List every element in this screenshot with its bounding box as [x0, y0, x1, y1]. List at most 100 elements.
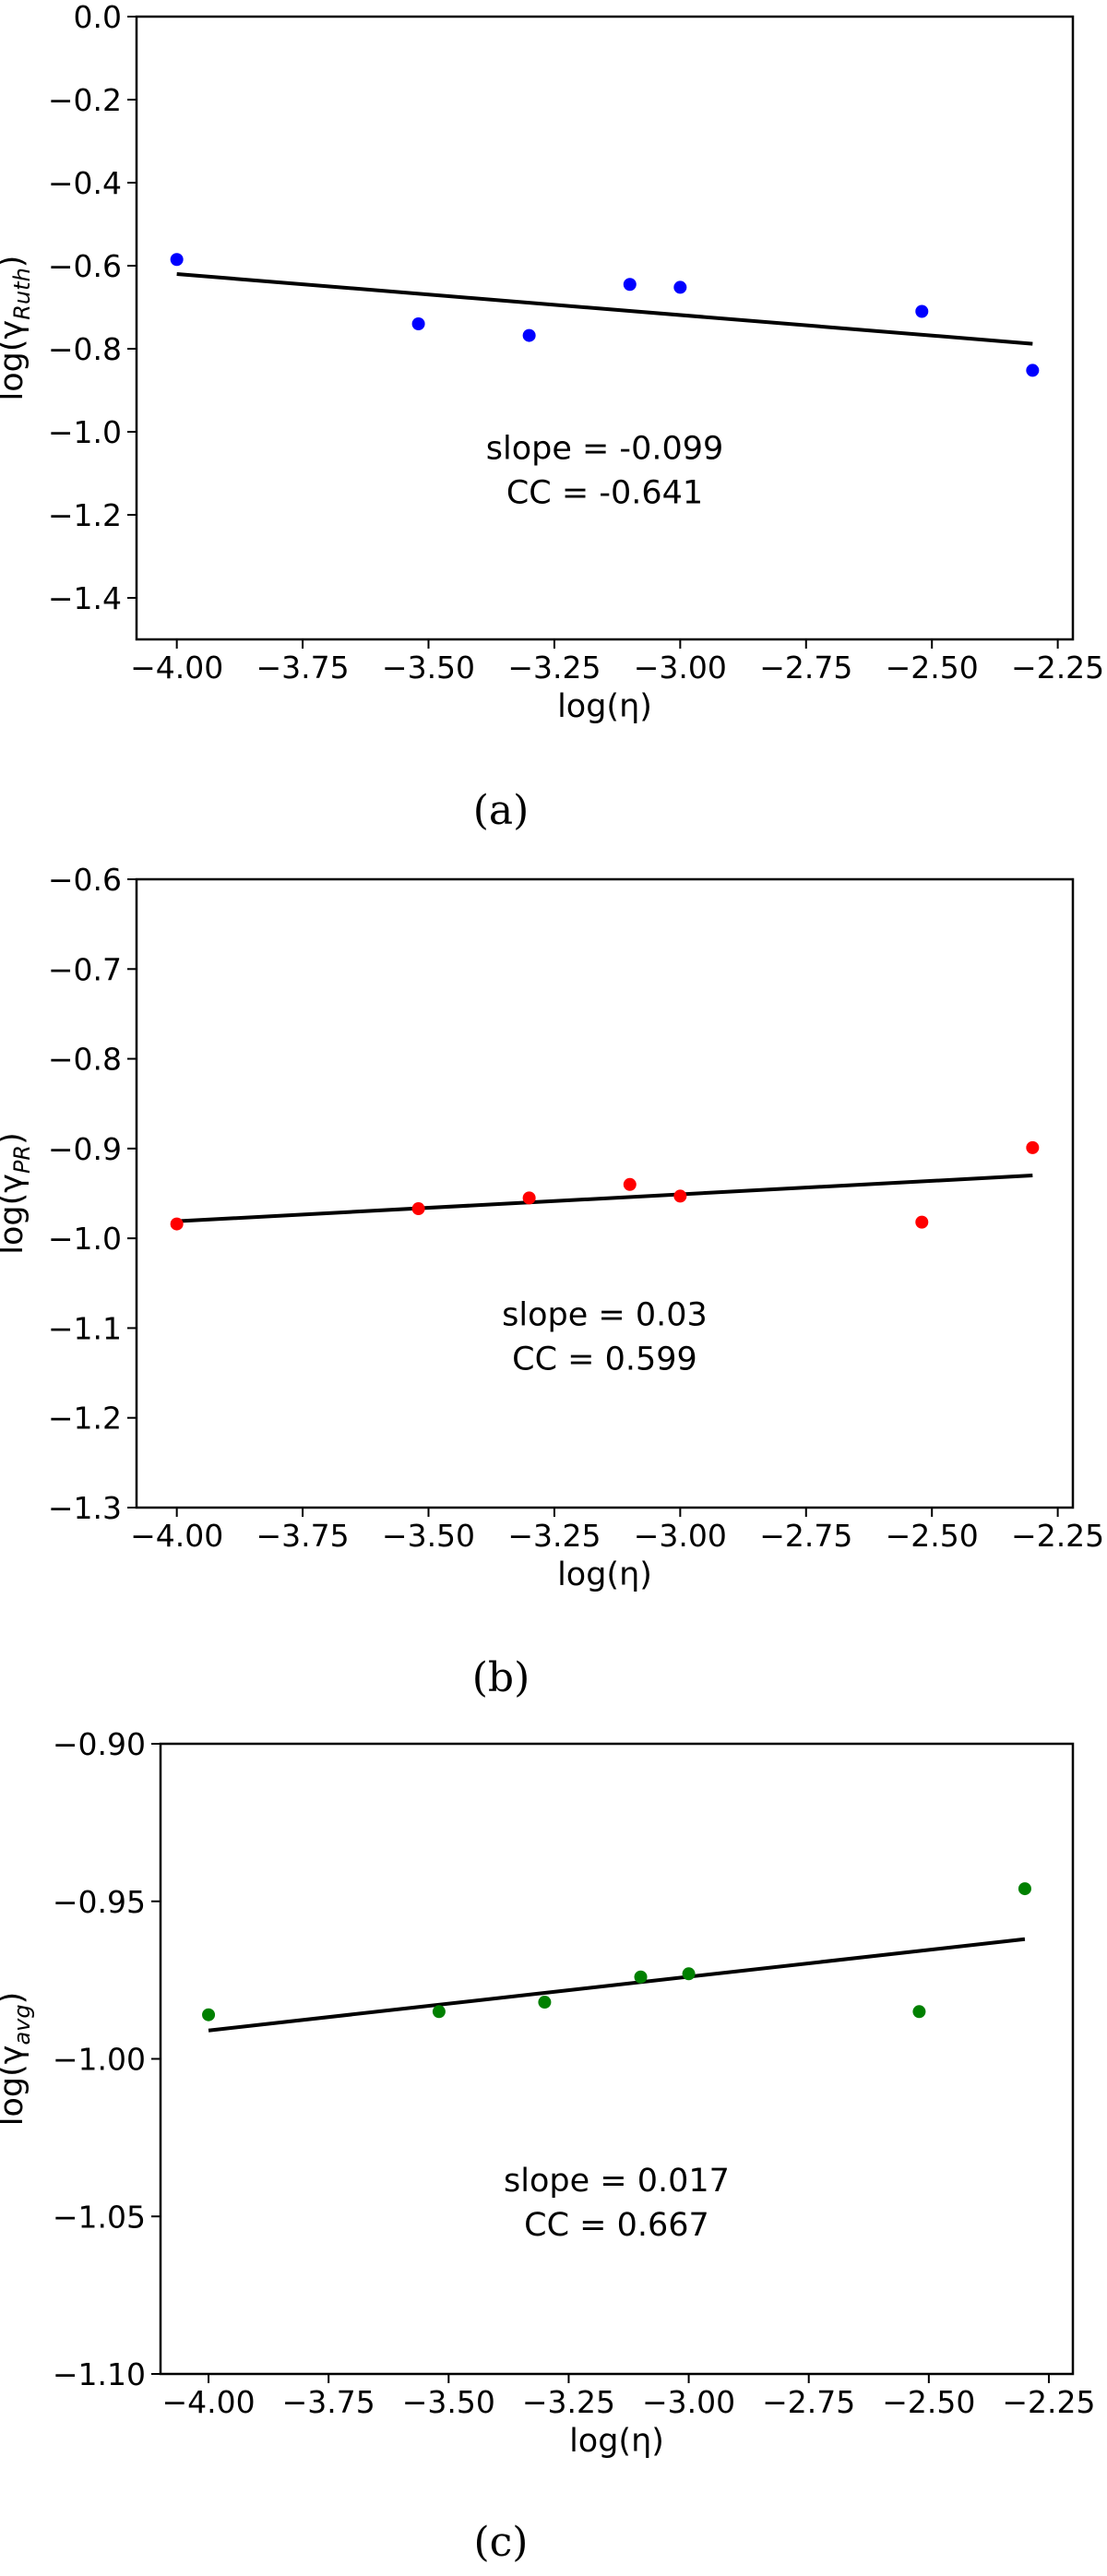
cc-annotation: CC = -0.641 — [506, 474, 703, 511]
x-tick-label: −2.25 — [1002, 2384, 1095, 2420]
axes-frame — [135, 15, 1075, 641]
data-point — [623, 278, 637, 292]
x-tick-label: −3.50 — [402, 2384, 495, 2420]
data-point — [1018, 1882, 1031, 1896]
fit-line — [176, 1174, 1033, 1223]
data-point — [202, 2008, 216, 2021]
y-axis-label-main: log(γ — [0, 1174, 30, 1255]
y-axis-label-subscript: Ruth — [9, 268, 35, 320]
x-tick-label: −2.50 — [886, 1518, 979, 1554]
y-tick-label: −0.4 — [48, 165, 122, 201]
y-axis-label-main: log(γ — [0, 2045, 30, 2127]
y-tick-label: −1.00 — [53, 2042, 146, 2078]
y-axis-label-close: ) — [0, 1992, 30, 2005]
data-point — [538, 1996, 552, 2010]
x-axis-label: log(η) — [557, 1556, 652, 1593]
x-tick-label: −3.50 — [382, 650, 475, 686]
y-tick-label: −0.9 — [48, 1131, 122, 1167]
y-tick-label: −1.2 — [48, 1401, 122, 1437]
data-point — [673, 1189, 687, 1203]
x-tick-label: −3.75 — [256, 650, 350, 686]
data-point — [915, 304, 929, 318]
x-tick-label: −3.50 — [382, 1518, 475, 1554]
axes-frame — [159, 1742, 1075, 2376]
x-tick-label: −2.75 — [759, 1518, 852, 1554]
y-tick-label: −1.4 — [48, 580, 122, 616]
panel-caption: (b) — [472, 1654, 530, 1701]
data-point — [915, 1215, 929, 1229]
y-axis-label-close: ) — [0, 1132, 30, 1145]
y-axis-label: log(γavg) — [0, 1992, 35, 2127]
y-tick-label: −1.3 — [48, 1490, 122, 1526]
chart-panel-2: −4.00 −3.75 −3.50 −3.25 −3.00 −2.75 −2.50 −2.25… — [0, 862, 1104, 1701]
data-point — [682, 1967, 696, 1981]
y-axis-label-close: ) — [0, 256, 30, 268]
data-point — [522, 328, 536, 342]
panel-caption: (a) — [473, 787, 530, 834]
x-tick-label: −4.00 — [130, 1518, 223, 1554]
x-tick-label: −3.25 — [522, 2384, 615, 2420]
x-axis-label: log(η) — [557, 688, 652, 725]
x-tick-label: −3.00 — [642, 2384, 735, 2420]
cc-annotation: CC = 0.667 — [524, 2207, 709, 2244]
x-axis-label: log(η) — [569, 2423, 664, 2460]
chart-panel-1: −4.00 −3.75 −3.50 −3.25 −3.00 −2.75 −2.50 −2.25… — [0, 0, 1104, 834]
data-point — [912, 2005, 926, 2019]
axes-frame — [135, 877, 1075, 1509]
y-axis-label-main: log(γ — [0, 320, 30, 401]
y-tick-label: −0.90 — [53, 1726, 146, 1762]
x-tick-label: −3.25 — [507, 650, 601, 686]
data-point — [634, 1970, 648, 1984]
y-tick-label: −0.8 — [48, 1042, 122, 1078]
slope-annotation: slope = 0.017 — [504, 2163, 730, 2200]
x-tick-label: −4.00 — [130, 650, 223, 686]
data-point — [170, 1217, 184, 1231]
data-point — [411, 317, 425, 330]
fit-line — [176, 272, 1033, 346]
cc-annotation: CC = 0.599 — [512, 1342, 697, 1378]
slope-annotation: slope = -0.099 — [486, 430, 724, 467]
data-point — [623, 1177, 637, 1191]
data-point — [170, 253, 184, 267]
data-point — [432, 2005, 446, 2019]
y-tick-label: −0.95 — [53, 1884, 146, 1920]
fit-line — [208, 1937, 1026, 2033]
x-tick-label: −2.50 — [886, 650, 979, 686]
data-point — [1026, 1140, 1040, 1154]
y-axis-label-subscript: avg — [9, 2004, 35, 2045]
data-point — [411, 1202, 425, 1216]
y-tick-label: −1.10 — [53, 2356, 146, 2392]
y-tick-label: −1.1 — [48, 1310, 122, 1346]
x-tick-label: −3.00 — [634, 1518, 727, 1554]
y-axis-label: log(γRuth) — [0, 256, 35, 401]
y-tick-label: −0.7 — [48, 951, 122, 987]
data-point — [522, 1191, 536, 1205]
x-tick-label: −3.75 — [256, 1518, 350, 1554]
y-tick-label: −0.2 — [48, 82, 122, 118]
x-tick-label: −3.00 — [634, 650, 727, 686]
y-axis-label: log(γPR) — [0, 1132, 35, 1255]
panel-caption: (c) — [474, 2519, 529, 2566]
y-tick-label: 0.0 — [74, 0, 122, 35]
y-tick-label: −0.6 — [48, 248, 122, 284]
y-tick-label: −0.6 — [48, 862, 122, 898]
data-point — [673, 280, 687, 294]
x-tick-label: −4.00 — [161, 2384, 255, 2420]
x-tick-label: −2.25 — [1011, 650, 1104, 686]
x-tick-label: −3.25 — [507, 1518, 601, 1554]
data-point — [1026, 364, 1040, 377]
y-tick-label: −1.2 — [48, 497, 122, 533]
x-tick-label: −2.50 — [882, 2384, 975, 2420]
x-tick-label: −2.75 — [759, 650, 852, 686]
slope-annotation: slope = 0.03 — [502, 1297, 708, 1334]
x-tick-label: −3.75 — [282, 2384, 375, 2420]
y-axis-label-subscript: PR — [9, 1145, 35, 1174]
chart-panel-3: −4.00 −3.75 −3.50 −3.25 −3.00 −2.75 −2.50 −2.25… — [0, 1726, 1096, 2566]
y-tick-label: −1.0 — [48, 414, 122, 450]
x-tick-label: −2.75 — [762, 2384, 855, 2420]
y-tick-label: −1.0 — [48, 1221, 122, 1257]
x-tick-label: −2.25 — [1011, 1518, 1104, 1554]
y-tick-label: −0.8 — [48, 331, 122, 367]
y-tick-label: −1.05 — [53, 2199, 146, 2235]
